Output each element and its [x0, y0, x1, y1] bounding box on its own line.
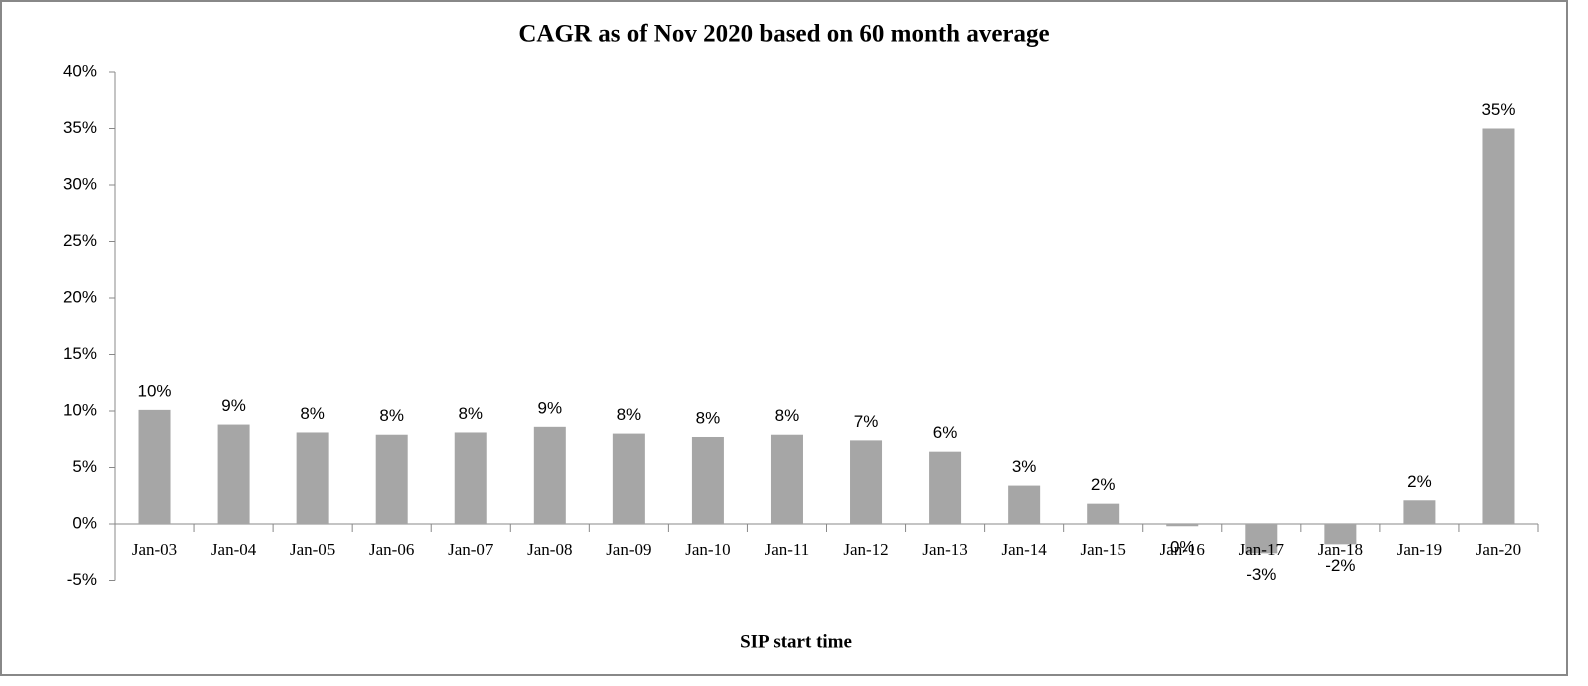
x-tick-label: Jan-16	[1160, 540, 1205, 559]
data-label: 7%	[854, 412, 879, 431]
bar	[612, 433, 645, 524]
x-tick-label: Jan-18	[1318, 540, 1363, 559]
y-tick-label: 25%	[63, 231, 97, 250]
data-label: 8%	[617, 405, 642, 424]
x-tick-label: Jan-11	[765, 540, 810, 559]
bar	[1245, 524, 1278, 554]
y-tick-label: 20%	[63, 287, 97, 306]
data-label: 10%	[138, 381, 172, 400]
data-label: 8%	[300, 404, 325, 423]
bar	[1324, 524, 1357, 545]
data-label: 9%	[221, 396, 246, 415]
data-label: 3%	[1012, 457, 1037, 476]
bar	[533, 426, 566, 524]
x-axis-title: SIP start time	[740, 631, 852, 652]
chart-title: CAGR as of Nov 2020 based on 60 month av…	[518, 21, 1049, 48]
chart-border	[0, 0, 1568, 676]
x-tick-label: Jan-19	[1397, 540, 1442, 559]
bar	[217, 424, 250, 524]
data-label: -3%	[1246, 565, 1276, 584]
x-tick-label: Jan-13	[922, 540, 967, 559]
bar	[1166, 524, 1199, 527]
y-tick-label: 30%	[63, 174, 97, 193]
x-tick-label: Jan-05	[290, 540, 335, 559]
x-tick-label: Jan-10	[685, 540, 730, 559]
bar	[1008, 485, 1041, 524]
data-label: 0%	[1170, 538, 1195, 557]
x-tick-label: Jan-08	[527, 540, 572, 559]
x-tick-label: Jan-15	[1081, 540, 1126, 559]
bar	[770, 434, 803, 524]
x-tick-label: Jan-06	[369, 540, 414, 559]
y-tick-label: 5%	[72, 457, 97, 476]
x-tick-label: Jan-12	[843, 540, 888, 559]
bar	[375, 434, 408, 524]
y-tick-label: 35%	[63, 118, 97, 137]
bar	[1482, 128, 1515, 524]
x-tick-label: Jan-04	[211, 540, 257, 559]
bar	[296, 432, 329, 524]
bar	[691, 436, 724, 524]
bar	[850, 440, 883, 524]
x-tick-label: Jan-14	[1001, 540, 1047, 559]
bar	[1403, 500, 1436, 524]
bar	[929, 451, 962, 524]
y-tick-label: 40%	[63, 61, 97, 80]
data-label: -2%	[1325, 556, 1355, 575]
data-label: 8%	[379, 406, 404, 425]
x-tick-label: Jan-07	[448, 540, 494, 559]
data-label: 8%	[458, 404, 483, 423]
data-label: 6%	[933, 423, 958, 442]
y-tick-label: 15%	[63, 344, 97, 363]
x-tick-label: Jan-17	[1239, 540, 1285, 559]
bar	[454, 432, 487, 524]
y-tick-label: 0%	[72, 513, 97, 532]
data-label: 8%	[696, 408, 721, 427]
y-tick-label: 10%	[63, 400, 97, 419]
x-tick-label: Jan-09	[606, 540, 651, 559]
bar	[1087, 503, 1120, 524]
data-label: 35%	[1481, 100, 1515, 119]
data-label: 9%	[538, 398, 563, 417]
x-tick-label: Jan-20	[1476, 540, 1521, 559]
data-label: 2%	[1091, 475, 1116, 494]
y-tick-label: -5%	[67, 570, 97, 589]
x-tick-label: Jan-03	[132, 540, 177, 559]
bar	[138, 409, 171, 524]
data-label: 2%	[1407, 472, 1432, 491]
data-label: 8%	[775, 406, 800, 425]
